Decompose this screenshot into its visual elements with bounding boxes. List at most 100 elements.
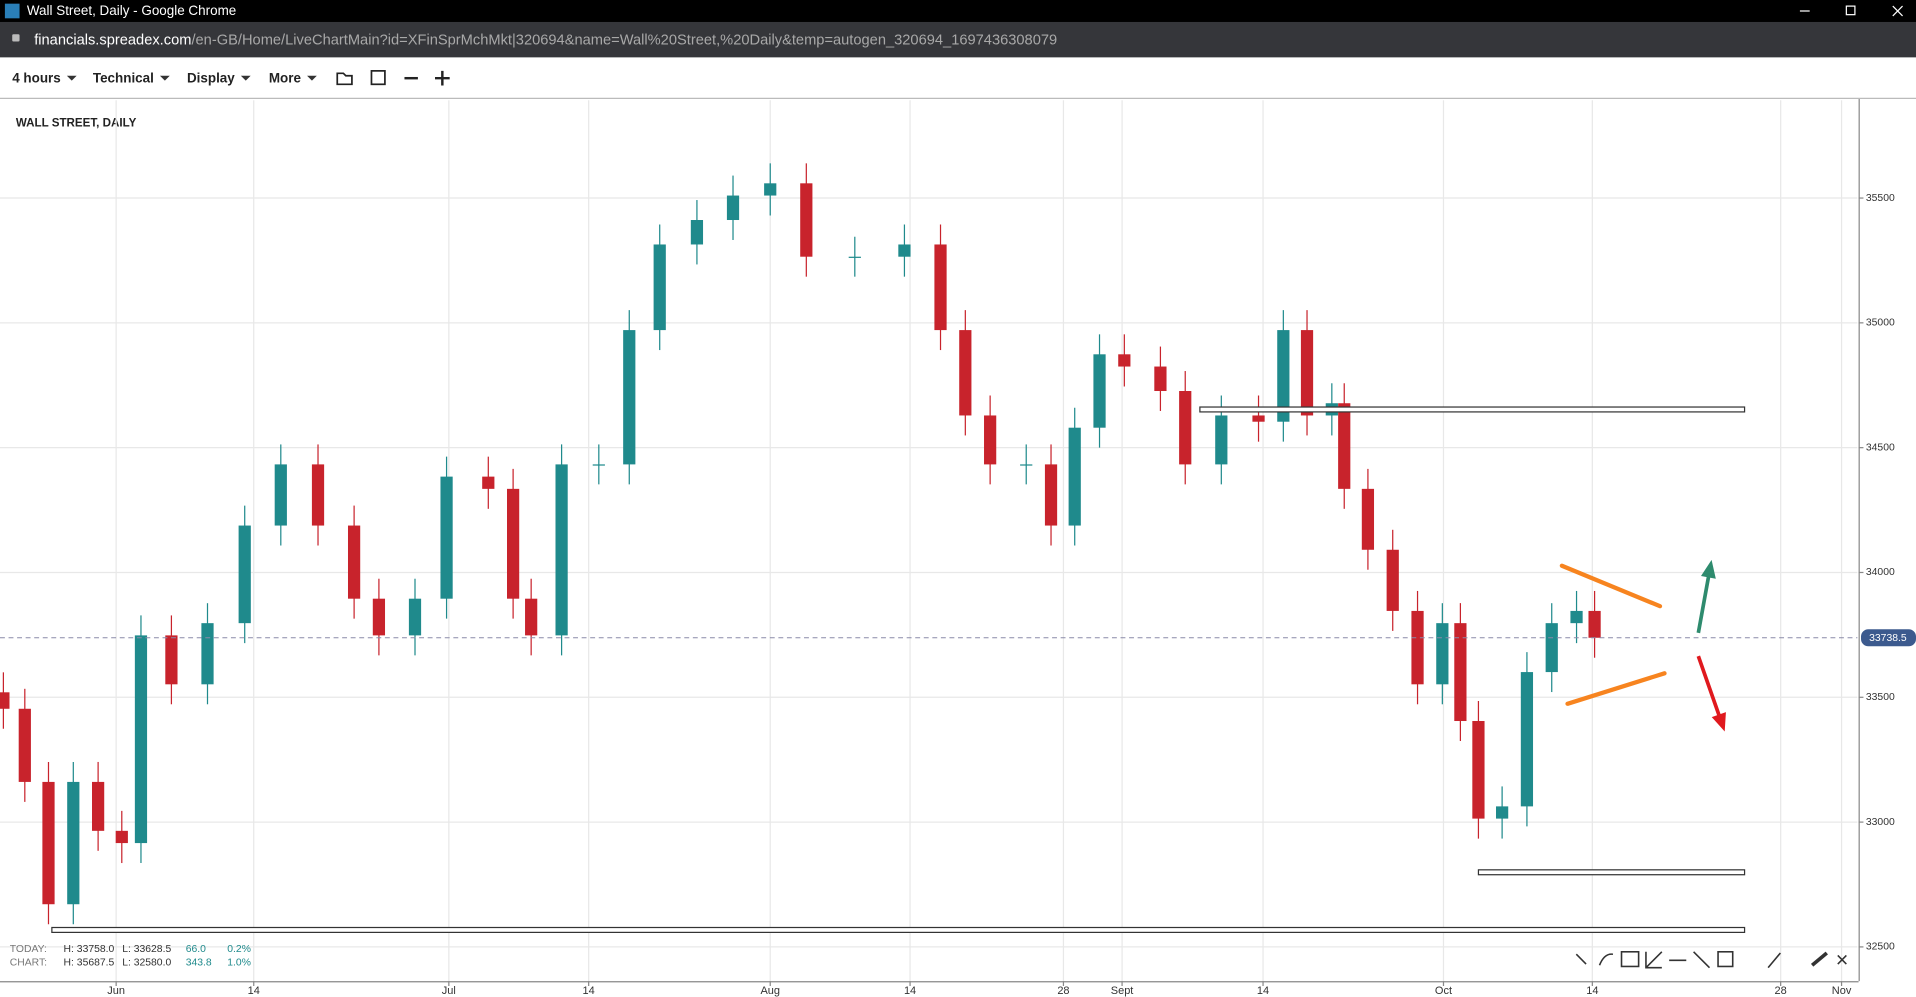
candle-body [1588, 610, 1601, 638]
x-tick-label: Sept [1111, 985, 1134, 997]
candle-body [347, 525, 361, 599]
tool[interactable] [1693, 951, 1711, 969]
x-tick-label: Aug [760, 985, 780, 997]
menu[interactable]: 4 hours [12, 70, 61, 85]
restore[interactable] [1845, 5, 1856, 16]
candle-body [1068, 427, 1081, 526]
lock-icon [12, 34, 20, 42]
stats-low: L: 32580.0 [122, 958, 171, 969]
candle-body [726, 195, 740, 221]
menu[interactable]: More [269, 70, 302, 85]
x-tick-label: Jun [107, 985, 125, 997]
candle-body [238, 525, 251, 624]
candle-body [1277, 330, 1290, 422]
candle-body [1118, 354, 1131, 367]
candle-body [1338, 403, 1351, 489]
candle-body [274, 464, 287, 526]
tool[interactable] [1837, 954, 1847, 965]
tool[interactable] [1575, 953, 1587, 965]
plot: 32500 33000 33500 34000 34500 35000 35500 Jun 14… [0, 100, 1916, 997]
window-controls[interactable] [1799, 5, 1903, 17]
menus: 4 hours Technical Display More [12, 70, 317, 85]
candle-body [1570, 610, 1583, 624]
candle-body [408, 598, 422, 636]
x-tick-label: 14 [583, 985, 595, 997]
last-price-tag [1861, 629, 1916, 647]
candle-body [525, 598, 538, 636]
candle-body [800, 183, 813, 257]
candle-body [0, 692, 10, 709]
candle-body [18, 708, 31, 782]
zone [1477, 869, 1746, 876]
x-tick-label: 28 [1775, 985, 1787, 997]
x-tick-label: 14 [904, 985, 916, 997]
candle-body [690, 220, 704, 245]
menu[interactable]: Technical [93, 70, 154, 85]
menu-caret [307, 75, 317, 81]
zoom-in-icon[interactable] [435, 70, 450, 86]
candle-body [1411, 610, 1424, 685]
x-tick-label: Jul [442, 985, 456, 997]
url-host: financials.spreadex.com [34, 32, 191, 48]
candle-body [1361, 488, 1375, 550]
candle-body [201, 623, 214, 685]
tool[interactable] [1645, 951, 1663, 969]
candle-body [482, 476, 495, 489]
url-path: /en-GB/Home/LiveChartMain?id=XFinSprMchM… [191, 32, 1057, 48]
candle-body [1093, 354, 1106, 428]
candle-body [1020, 464, 1033, 466]
stats-label: TODAY: [10, 944, 47, 955]
candle-body [1215, 415, 1228, 465]
tool[interactable] [1810, 951, 1828, 967]
tool[interactable] [1598, 953, 1614, 966]
candle-body [1520, 672, 1534, 807]
candle-body [653, 244, 666, 331]
y-tick-label: 33000 [1866, 817, 1895, 828]
candle-body [1154, 366, 1167, 392]
stats-high: H: 33758.0 [64, 944, 115, 955]
candle-body [898, 244, 911, 257]
candle-body [372, 598, 386, 636]
menu-caret [159, 75, 170, 81]
open-icon[interactable] [336, 72, 353, 86]
candle-body [1300, 330, 1314, 416]
x-tick-label: 14 [1257, 985, 1269, 997]
y-tick-label: 34000 [1866, 567, 1895, 578]
save-icon[interactable] [370, 70, 386, 86]
tool[interactable] [1620, 950, 1640, 968]
candle-body [1179, 391, 1192, 465]
chart-title: WALL STREET, DAILY [16, 116, 137, 129]
last-price-label: 33738.5 [1869, 633, 1907, 644]
candle-body [984, 415, 997, 465]
y-tick-label: 35000 [1866, 318, 1895, 329]
close[interactable] [1892, 5, 1903, 17]
app-icon [4, 3, 20, 19]
candle-body [134, 635, 148, 844]
x-tick-label: 14 [248, 985, 260, 997]
window-title: Wall Street, Daily - Google Chrome [27, 3, 236, 18]
candle-body [934, 244, 947, 331]
candle-body [1436, 623, 1449, 685]
candle-body [1252, 415, 1265, 422]
candle-body [764, 183, 777, 196]
stats: TODAY: H: 33758.0 L: 33628.5 66.0 0.2% CHART:… [10, 944, 251, 968]
stats-pct: 1.0% [227, 958, 251, 969]
candle-body [92, 781, 105, 831]
stats-pct: 0.2% [227, 944, 251, 955]
y-tick-label: 33500 [1866, 692, 1895, 703]
y-tick-label: 32500 [1866, 942, 1895, 953]
candle-body [42, 781, 55, 905]
zone [51, 926, 1746, 933]
menu[interactable]: Display [187, 70, 235, 85]
candle-body [311, 464, 325, 526]
stats-change: 343.8 [186, 958, 212, 969]
tool[interactable] [1717, 950, 1734, 968]
trend-line [1565, 671, 1667, 706]
candle-body [1386, 549, 1399, 611]
stats-label: CHART: [10, 958, 47, 969]
url[interactable]: financials.spreadex.com/en-GB/Home/LiveC… [34, 32, 1057, 48]
tool[interactable] [1767, 952, 1781, 969]
address-bar [0, 21, 1916, 58]
